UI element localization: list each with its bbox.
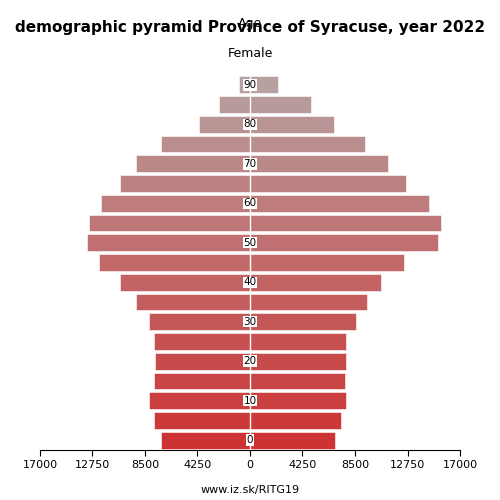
Bar bbox=[100, 195, 250, 212]
Bar bbox=[154, 333, 250, 350]
Bar bbox=[250, 254, 404, 271]
Bar bbox=[148, 314, 250, 330]
Text: 70: 70 bbox=[244, 159, 256, 169]
Bar bbox=[250, 234, 438, 251]
Bar bbox=[250, 392, 346, 409]
Bar bbox=[219, 96, 250, 113]
Bar bbox=[136, 156, 250, 172]
Bar bbox=[250, 195, 429, 212]
Bar bbox=[250, 353, 346, 370]
Text: 60: 60 bbox=[244, 198, 256, 208]
Bar bbox=[148, 392, 250, 409]
Bar bbox=[154, 412, 250, 429]
Text: Age: Age bbox=[238, 17, 262, 30]
Bar bbox=[161, 432, 250, 448]
Bar bbox=[161, 136, 250, 152]
Bar bbox=[250, 412, 342, 429]
Text: 80: 80 bbox=[244, 120, 256, 130]
Bar bbox=[250, 372, 345, 390]
Bar bbox=[250, 314, 356, 330]
Bar bbox=[200, 116, 250, 132]
Bar bbox=[250, 432, 335, 448]
Text: Female: Female bbox=[228, 47, 272, 60]
Bar bbox=[250, 96, 310, 113]
Text: demographic pyramid Province of Syracuse, year 2022: demographic pyramid Province of Syracuse… bbox=[15, 20, 485, 35]
Text: 40: 40 bbox=[244, 277, 256, 287]
Bar bbox=[120, 274, 250, 290]
Text: 0: 0 bbox=[246, 435, 253, 445]
Bar bbox=[100, 254, 250, 271]
Bar bbox=[250, 156, 388, 172]
Text: 10: 10 bbox=[244, 396, 256, 406]
Bar bbox=[90, 214, 250, 232]
Bar bbox=[250, 274, 381, 290]
Text: www.iz.sk/RITG19: www.iz.sk/RITG19 bbox=[200, 485, 300, 495]
Bar bbox=[250, 76, 278, 94]
Bar bbox=[250, 214, 442, 232]
Bar bbox=[250, 175, 406, 192]
Bar bbox=[136, 294, 250, 310]
Bar bbox=[154, 372, 250, 390]
Bar bbox=[155, 353, 250, 370]
Bar bbox=[120, 175, 250, 192]
Bar bbox=[250, 136, 365, 152]
Text: 50: 50 bbox=[244, 238, 256, 248]
Bar bbox=[250, 333, 346, 350]
Text: 90: 90 bbox=[244, 80, 256, 90]
Text: 30: 30 bbox=[244, 316, 256, 326]
Bar bbox=[250, 294, 368, 310]
Text: 20: 20 bbox=[244, 356, 256, 366]
Bar bbox=[87, 234, 250, 251]
Bar bbox=[239, 76, 250, 94]
Bar bbox=[250, 116, 334, 132]
